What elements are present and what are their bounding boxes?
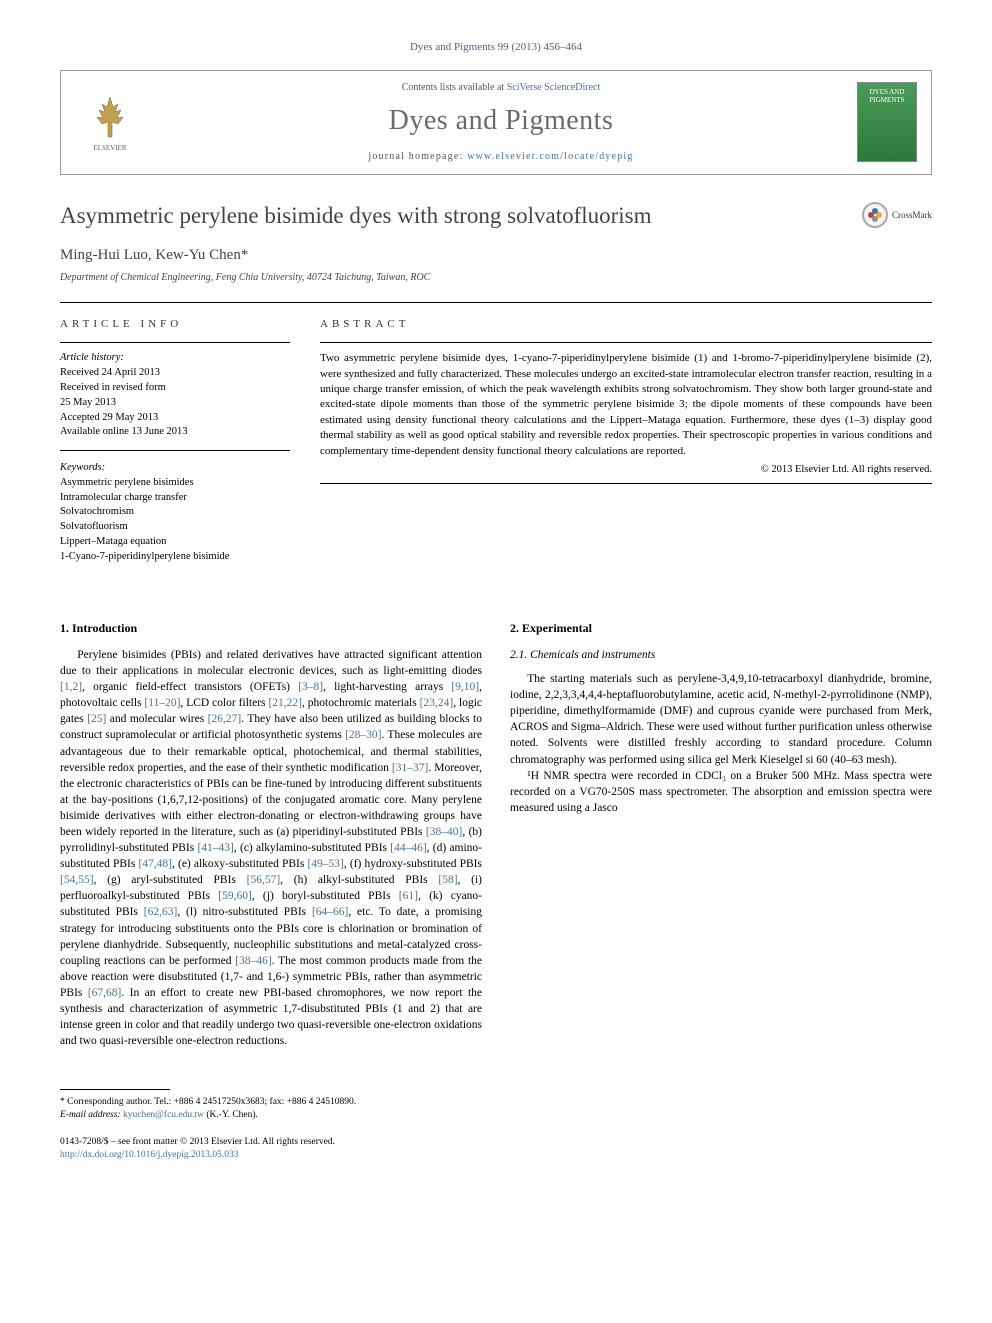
article-title: Asymmetric perylene bisimide dyes with s…: [60, 200, 862, 231]
journal-header: ELSEVIER Contents lists available at Sci…: [60, 70, 932, 175]
citation-link[interactable]: [21,22]: [268, 697, 302, 709]
citation-link[interactable]: [61]: [399, 890, 418, 902]
keywords-label: Keywords:: [60, 461, 290, 475]
citation-link[interactable]: [9,10]: [451, 681, 479, 693]
doi-link[interactable]: http://dx.doi.org/10.1016/j.dyepig.2013.…: [60, 1149, 482, 1162]
info-abstract-row: ARTICLE INFO Article history: Received 2…: [60, 317, 932, 584]
citation-link[interactable]: [56,57]: [247, 874, 281, 886]
revised-date-2: 25 May 2013: [60, 396, 290, 411]
divider: [60, 302, 932, 303]
accepted-date: Accepted 29 May 2013: [60, 411, 290, 426]
intro-paragraph: Perylene bisimides (PBIs) and related de…: [60, 647, 482, 1049]
title-row: Asymmetric perylene bisimide dyes with s…: [60, 200, 932, 231]
divider: [320, 483, 932, 484]
citation-link[interactable]: [1,2]: [60, 681, 82, 693]
revised-date-1: Received in revised form: [60, 381, 290, 396]
corresponding-author-footnote: * Corresponding author. Tel.: +886 4 245…: [60, 1096, 482, 1122]
keyword: Lippert–Mataga equation: [60, 535, 290, 550]
sciencedirect-link[interactable]: SciVerse ScienceDirect: [507, 82, 601, 93]
citation-link[interactable]: [54,55]: [60, 874, 94, 886]
email-link[interactable]: kyuchen@fcu.edu.tw: [123, 1110, 204, 1120]
body-text-columns: 1. Introduction Perylene bisimides (PBIs…: [60, 614, 932, 1161]
experimental-paragraph-2: ¹H NMR spectra were recorded in CDCl₃ on…: [510, 768, 932, 816]
copyright-line: © 2013 Elsevier Ltd. All rights reserved…: [320, 463, 932, 477]
citation-link[interactable]: [23,24]: [420, 697, 454, 709]
citation-link[interactable]: [49–53]: [307, 858, 343, 870]
elsevier-tree-icon: [87, 92, 133, 142]
contents-available-line: Contents lists available at SciVerse Sci…: [145, 81, 857, 95]
divider: [320, 342, 932, 343]
citation-link[interactable]: [41–43]: [197, 842, 233, 854]
section-1-heading: 1. Introduction: [60, 620, 482, 637]
citation-link[interactable]: [44–46]: [390, 842, 426, 854]
article-info-column: ARTICLE INFO Article history: Received 2…: [60, 317, 290, 584]
citation-link[interactable]: [58]: [438, 874, 457, 886]
citation-link[interactable]: [67,68]: [88, 987, 122, 999]
received-date: Received 24 April 2013: [60, 366, 290, 381]
keyword: 1-Cyano-7-piperidinylperylene bisimide: [60, 550, 290, 565]
abstract-column: ABSTRACT Two asymmetric perylene bisimid…: [320, 317, 932, 584]
header-center: Contents lists available at SciVerse Sci…: [145, 81, 857, 164]
journal-homepage-link[interactable]: www.elsevier.com/locate/dyepig: [467, 151, 633, 162]
citation-link[interactable]: [64–66]: [312, 906, 348, 918]
section-2-heading: 2. Experimental: [510, 620, 932, 637]
history-block: Article history: Received 24 April 2013 …: [60, 343, 290, 451]
abstract-heading: ABSTRACT: [320, 317, 932, 332]
section-2-1-heading: 2.1. Chemicals and instruments: [510, 647, 932, 663]
elsevier-logo: ELSEVIER: [75, 87, 145, 157]
citation-link[interactable]: [31–37]: [392, 762, 428, 774]
journal-name: Dyes and Pigments: [145, 102, 857, 140]
citation-link[interactable]: [59,60]: [218, 890, 252, 902]
journal-reference: Dyes and Pigments 99 (2013) 456–464: [60, 40, 932, 55]
citation-link[interactable]: [3–8]: [298, 681, 323, 693]
authors: Ming-Hui Luo, Kew-Yu Chen*: [60, 245, 932, 265]
citation-link[interactable]: [47,48]: [138, 858, 172, 870]
journal-cover-thumbnail: DYES AND PIGMENTS: [857, 82, 917, 162]
citation-link[interactable]: [38–46]: [235, 955, 271, 967]
crossmark-icon: [862, 202, 888, 228]
citation-link[interactable]: [26,27]: [208, 713, 242, 725]
crossmark-badge[interactable]: CrossMark: [862, 202, 932, 228]
history-label: Article history:: [60, 351, 290, 365]
citation-link[interactable]: [11–20]: [144, 697, 180, 709]
article-info-heading: ARTICLE INFO: [60, 317, 290, 332]
keyword: Asymmetric perylene bisimides: [60, 476, 290, 491]
footnote-separator: [60, 1089, 170, 1090]
citation-link[interactable]: [38–40]: [426, 826, 462, 838]
bottom-metadata: 0143-7208/$ – see front matter © 2013 El…: [60, 1136, 482, 1162]
keyword: Solvatochromism: [60, 505, 290, 520]
abstract-text: Two asymmetric perylene bisimide dyes, 1…: [320, 351, 932, 459]
keyword: Solvatofluorism: [60, 520, 290, 535]
online-date: Available online 13 June 2013: [60, 425, 290, 440]
experimental-paragraph-1: The starting materials such as perylene-…: [510, 671, 932, 768]
affiliation: Department of Chemical Engineering, Feng…: [60, 271, 932, 285]
keyword: Intramolecular charge transfer: [60, 491, 290, 506]
journal-homepage-line: journal homepage: www.elsevier.com/locat…: [145, 150, 857, 164]
citation-link[interactable]: [28–30]: [345, 729, 381, 741]
citation-link[interactable]: [25]: [87, 713, 106, 725]
citation-link[interactable]: [62,63]: [144, 906, 178, 918]
keywords-block: Keywords: Asymmetric perylene bisimides …: [60, 461, 290, 574]
